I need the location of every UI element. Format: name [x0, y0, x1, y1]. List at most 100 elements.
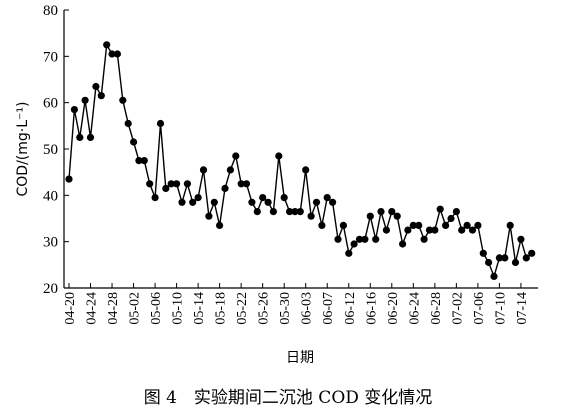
y-tick-label: 20 [43, 281, 58, 297]
y-tick-label: 50 [43, 142, 58, 158]
data-point [528, 249, 536, 257]
data-point [286, 208, 294, 216]
data-point [151, 194, 159, 202]
data-point [140, 157, 148, 165]
x-tick-label: 06-03 [300, 292, 315, 325]
y-tick-label: 30 [43, 235, 58, 251]
data-point [399, 240, 407, 248]
data-point [318, 221, 326, 229]
x-tick-label: 06-20 [386, 292, 401, 325]
data-point [501, 254, 509, 262]
data-point [329, 198, 337, 206]
data-point [382, 226, 390, 234]
data-point [452, 208, 460, 216]
x-tick-label: 07-06 [472, 292, 487, 325]
data-point [490, 272, 498, 280]
x-tick-label: 05-30 [278, 292, 293, 325]
data-point [420, 235, 428, 243]
data-point [522, 254, 530, 262]
data-point [210, 198, 218, 206]
data-point [479, 249, 487, 257]
data-point [248, 198, 256, 206]
data-point [135, 157, 143, 165]
data-point [307, 212, 315, 220]
data-point [226, 166, 234, 174]
x-tick-label: 05-02 [128, 292, 143, 325]
data-point [65, 175, 73, 183]
x-tick-label: 05-10 [171, 292, 186, 325]
data-point [388, 208, 396, 216]
data-point [409, 221, 417, 229]
data-point [474, 221, 482, 229]
data-point [70, 106, 78, 114]
x-tick-label: 06-28 [429, 292, 444, 325]
x-axis-title: 日期 [286, 350, 314, 366]
data-point [221, 184, 229, 192]
data-point [393, 212, 401, 220]
data-point [334, 235, 342, 243]
data-point [264, 198, 272, 206]
data-point [339, 221, 347, 229]
data-point [146, 180, 154, 188]
chart-caption: 图 4 实验期间二沉池 COD 变化情况 [144, 388, 433, 408]
data-point [103, 41, 111, 49]
y-tick-label: 80 [43, 3, 58, 19]
data-point [178, 198, 186, 206]
x-tick-label: 05-06 [149, 292, 164, 325]
data-point [463, 221, 471, 229]
data-point [404, 226, 412, 234]
y-axis-title: COD/(mg·L⁻¹) [15, 102, 31, 197]
x-tick-label: 06-24 [407, 292, 422, 325]
x-tick-label: 05-18 [214, 292, 229, 325]
data-point [361, 235, 369, 243]
series-layer [65, 41, 536, 280]
y-tick-label: 40 [43, 188, 58, 204]
data-point [495, 254, 503, 262]
data-point [130, 138, 138, 146]
x-tick-label: 04-24 [85, 292, 100, 325]
data-point [86, 133, 95, 141]
data-point [275, 152, 283, 160]
x-tick-label: 07-10 [493, 292, 508, 325]
y-tick-label: 60 [43, 96, 58, 112]
data-point [296, 208, 304, 216]
x-tick-label: 07-02 [450, 292, 465, 325]
data-point [442, 221, 450, 229]
data-point [323, 194, 331, 202]
data-point [425, 226, 434, 234]
data-point [189, 198, 197, 206]
x-tick-label: 05-22 [235, 292, 250, 325]
data-point [81, 96, 89, 104]
data-point [205, 212, 213, 220]
data-point [113, 50, 121, 58]
data-point [269, 208, 277, 216]
data-point [162, 184, 170, 192]
data-point [506, 221, 514, 229]
data-point [183, 180, 191, 188]
data-point [216, 221, 224, 229]
data-point [291, 208, 299, 216]
data-point [517, 235, 525, 243]
data-point [511, 258, 520, 267]
data-point [366, 212, 374, 220]
x-tick-label: 04-20 [63, 292, 78, 325]
data-point [199, 166, 208, 174]
data-point [302, 166, 310, 174]
x-tick-label: 06-07 [321, 292, 336, 325]
data-point [468, 226, 477, 234]
x-tick-label: 06-16 [364, 292, 379, 325]
y-tick-label: 70 [43, 49, 58, 65]
data-point [436, 205, 444, 213]
x-tick-label: 04-28 [106, 292, 121, 325]
data-point [485, 258, 493, 267]
data-point [415, 221, 423, 229]
data-point [431, 226, 439, 234]
x-tick-label: 05-26 [257, 292, 272, 325]
data-point [259, 194, 267, 202]
x-tick-label: 07-14 [515, 292, 530, 325]
data-point [447, 214, 455, 223]
data-point [119, 96, 127, 104]
data-point [124, 119, 132, 128]
x-axis-ticks: 04-20 04-24 04-28 05-02 05-06 05-10 05-14 05-18… [63, 283, 530, 325]
